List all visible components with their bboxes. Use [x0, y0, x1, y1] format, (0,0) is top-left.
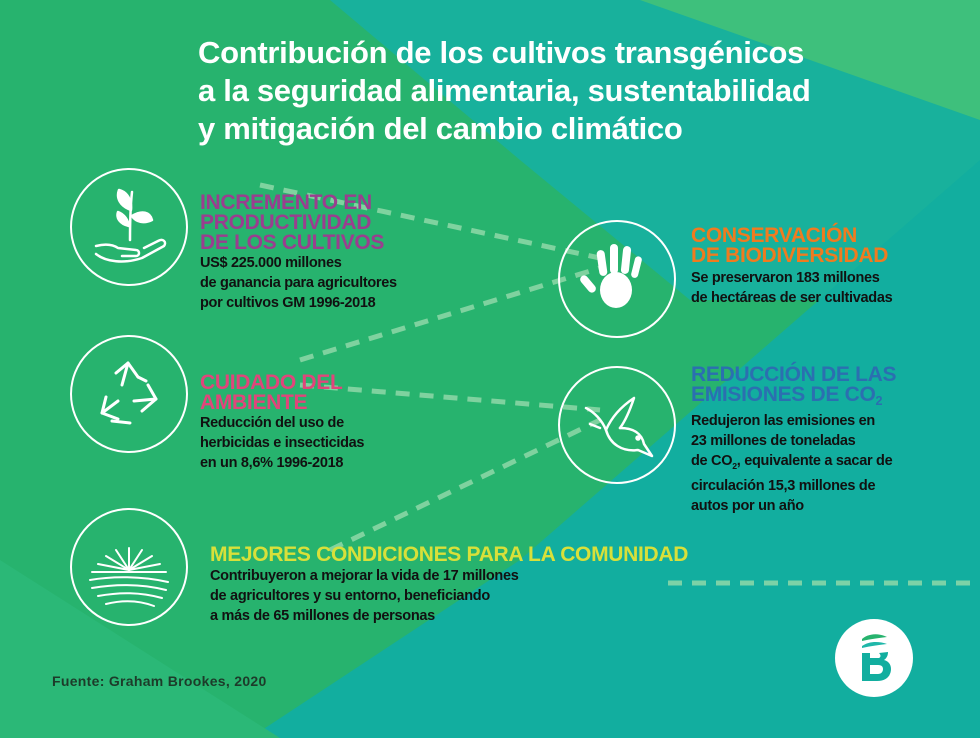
comunidad-heading-line-1: MEJORES CONDICIONES PARA LA COMUNIDAD [210, 543, 689, 566]
productividad-heading-line-1: INCREMENTO EN [200, 191, 372, 214]
sunrise-field-icon [70, 508, 188, 626]
recycle-icon [70, 335, 188, 453]
section-biodiversidad: CONSERVACIÓN DE BIODIVERSIDAD Se preserv… [691, 224, 893, 308]
page-title: Contribución de los cultivos transgénico… [198, 34, 918, 148]
emisiones-heading-line-1: REDUCCIÓN DE LAS [691, 363, 897, 386]
productividad-body: US$ 225.000 millones de ganancia para ag… [200, 253, 397, 313]
section-emisiones: REDUCCIÓN DE LAS EMISIONES DE CO2 Reduje… [691, 363, 897, 516]
hand-sprout-icon [70, 168, 188, 286]
productividad-heading-line-2: PRODUCTIVIDAD [200, 211, 372, 234]
biodiversidad-heading-line-1: CONSERVACIÓN [691, 224, 857, 247]
ambiente-heading: CUIDADO DEL AMBIENTE [200, 371, 364, 414]
biodiversidad-body: Se preservaron 183 millones de hectáreas… [691, 268, 893, 308]
biodiversidad-heading: CONSERVACIÓN DE BIODIVERSIDAD [691, 224, 892, 267]
dove-icon [558, 366, 676, 484]
ambiente-heading-line-2: AMBIENTE [200, 391, 308, 414]
emisiones-body-co-text: de CO [691, 453, 733, 469]
source-credit: Fuente: Graham Brookes, 2020 [52, 673, 267, 689]
biodiversidad-body-line-1: Se preservaron 183 millones [691, 270, 880, 286]
emisiones-heading-text: EMISIONES DE CO [691, 383, 876, 406]
emisiones-body-line-3: de CO2, equivalente a sacar de [691, 451, 896, 476]
emisiones-body-line-1: Redujeron las emisiones en [691, 413, 875, 429]
productividad-body-line-1: US$ 225.000 millones [200, 255, 342, 271]
ambiente-body: Reducción del uso de herbicidas e insect… [200, 413, 364, 473]
emisiones-body: Redujeron las emisiones en 23 millones d… [691, 411, 896, 516]
emisiones-heading: REDUCCIÓN DE LAS EMISIONES DE CO2 [691, 363, 897, 411]
title-line-3: y mitigación del cambio climático [198, 111, 683, 146]
section-productividad: INCREMENTO EN PRODUCTIVIDAD DE LOS CULTI… [200, 191, 397, 313]
ambiente-heading-line-1: CUIDADO DEL [200, 371, 343, 394]
comunidad-body-line-1: Contribuyeron a mejorar la vida de 17 mi… [210, 568, 519, 584]
section-comunidad: MEJORES CONDICIONES PARA LA COMUNIDAD Co… [210, 543, 689, 626]
biodiversidad-heading-line-2: DE BIODIVERSIDAD [691, 244, 889, 267]
title-line-1: Contribución de los cultivos transgénico… [198, 35, 805, 70]
brand-b-leaf-icon [835, 619, 913, 697]
emisiones-body-line-5: autos por un año [691, 498, 804, 514]
emisiones-heading-subscript: 2 [875, 394, 883, 408]
emisiones-body-line-3-rest: , equivalente a sacar de [736, 453, 893, 469]
ambiente-body-line-2: herbicidas e insecticidas [200, 435, 365, 451]
productividad-body-line-2: de ganancia para agricultores [200, 275, 397, 291]
emisiones-body-line-4: circulación 15,3 millones de [691, 478, 876, 494]
emisiones-body-line-2: 23 millones de toneladas [691, 433, 856, 449]
section-ambiente: CUIDADO DEL AMBIENTE Reducción del uso d… [200, 371, 364, 473]
biodiversidad-body-line-2: de hectáreas de ser cultivadas [691, 290, 893, 306]
productividad-heading: INCREMENTO EN PRODUCTIVIDAD DE LOS CULTI… [200, 191, 397, 254]
productividad-body-line-3: por cultivos GM 1996-2018 [200, 295, 376, 311]
title-line-2: a la seguridad alimentaria, sustentabili… [198, 73, 811, 108]
productividad-heading-line-3: DE LOS CULTIVOS [200, 231, 385, 254]
ambiente-body-line-1: Reducción del uso de [200, 415, 344, 431]
emisiones-body-subscript: 2 [732, 461, 737, 471]
comunidad-body-line-2: de agricultores y su entorno, benefician… [210, 588, 490, 604]
comunidad-body: Contribuyeron a mejorar la vida de 17 mi… [210, 566, 688, 626]
handprint-icon [558, 220, 676, 338]
ambiente-body-line-3: en un 8,6% 1996-2018 [200, 455, 344, 471]
comunidad-body-line-3: a más de 65 millones de personas [210, 608, 435, 624]
comunidad-heading: MEJORES CONDICIONES PARA LA COMUNIDAD [210, 543, 689, 566]
emisiones-heading-line-2: EMISIONES DE CO2 [691, 383, 896, 411]
